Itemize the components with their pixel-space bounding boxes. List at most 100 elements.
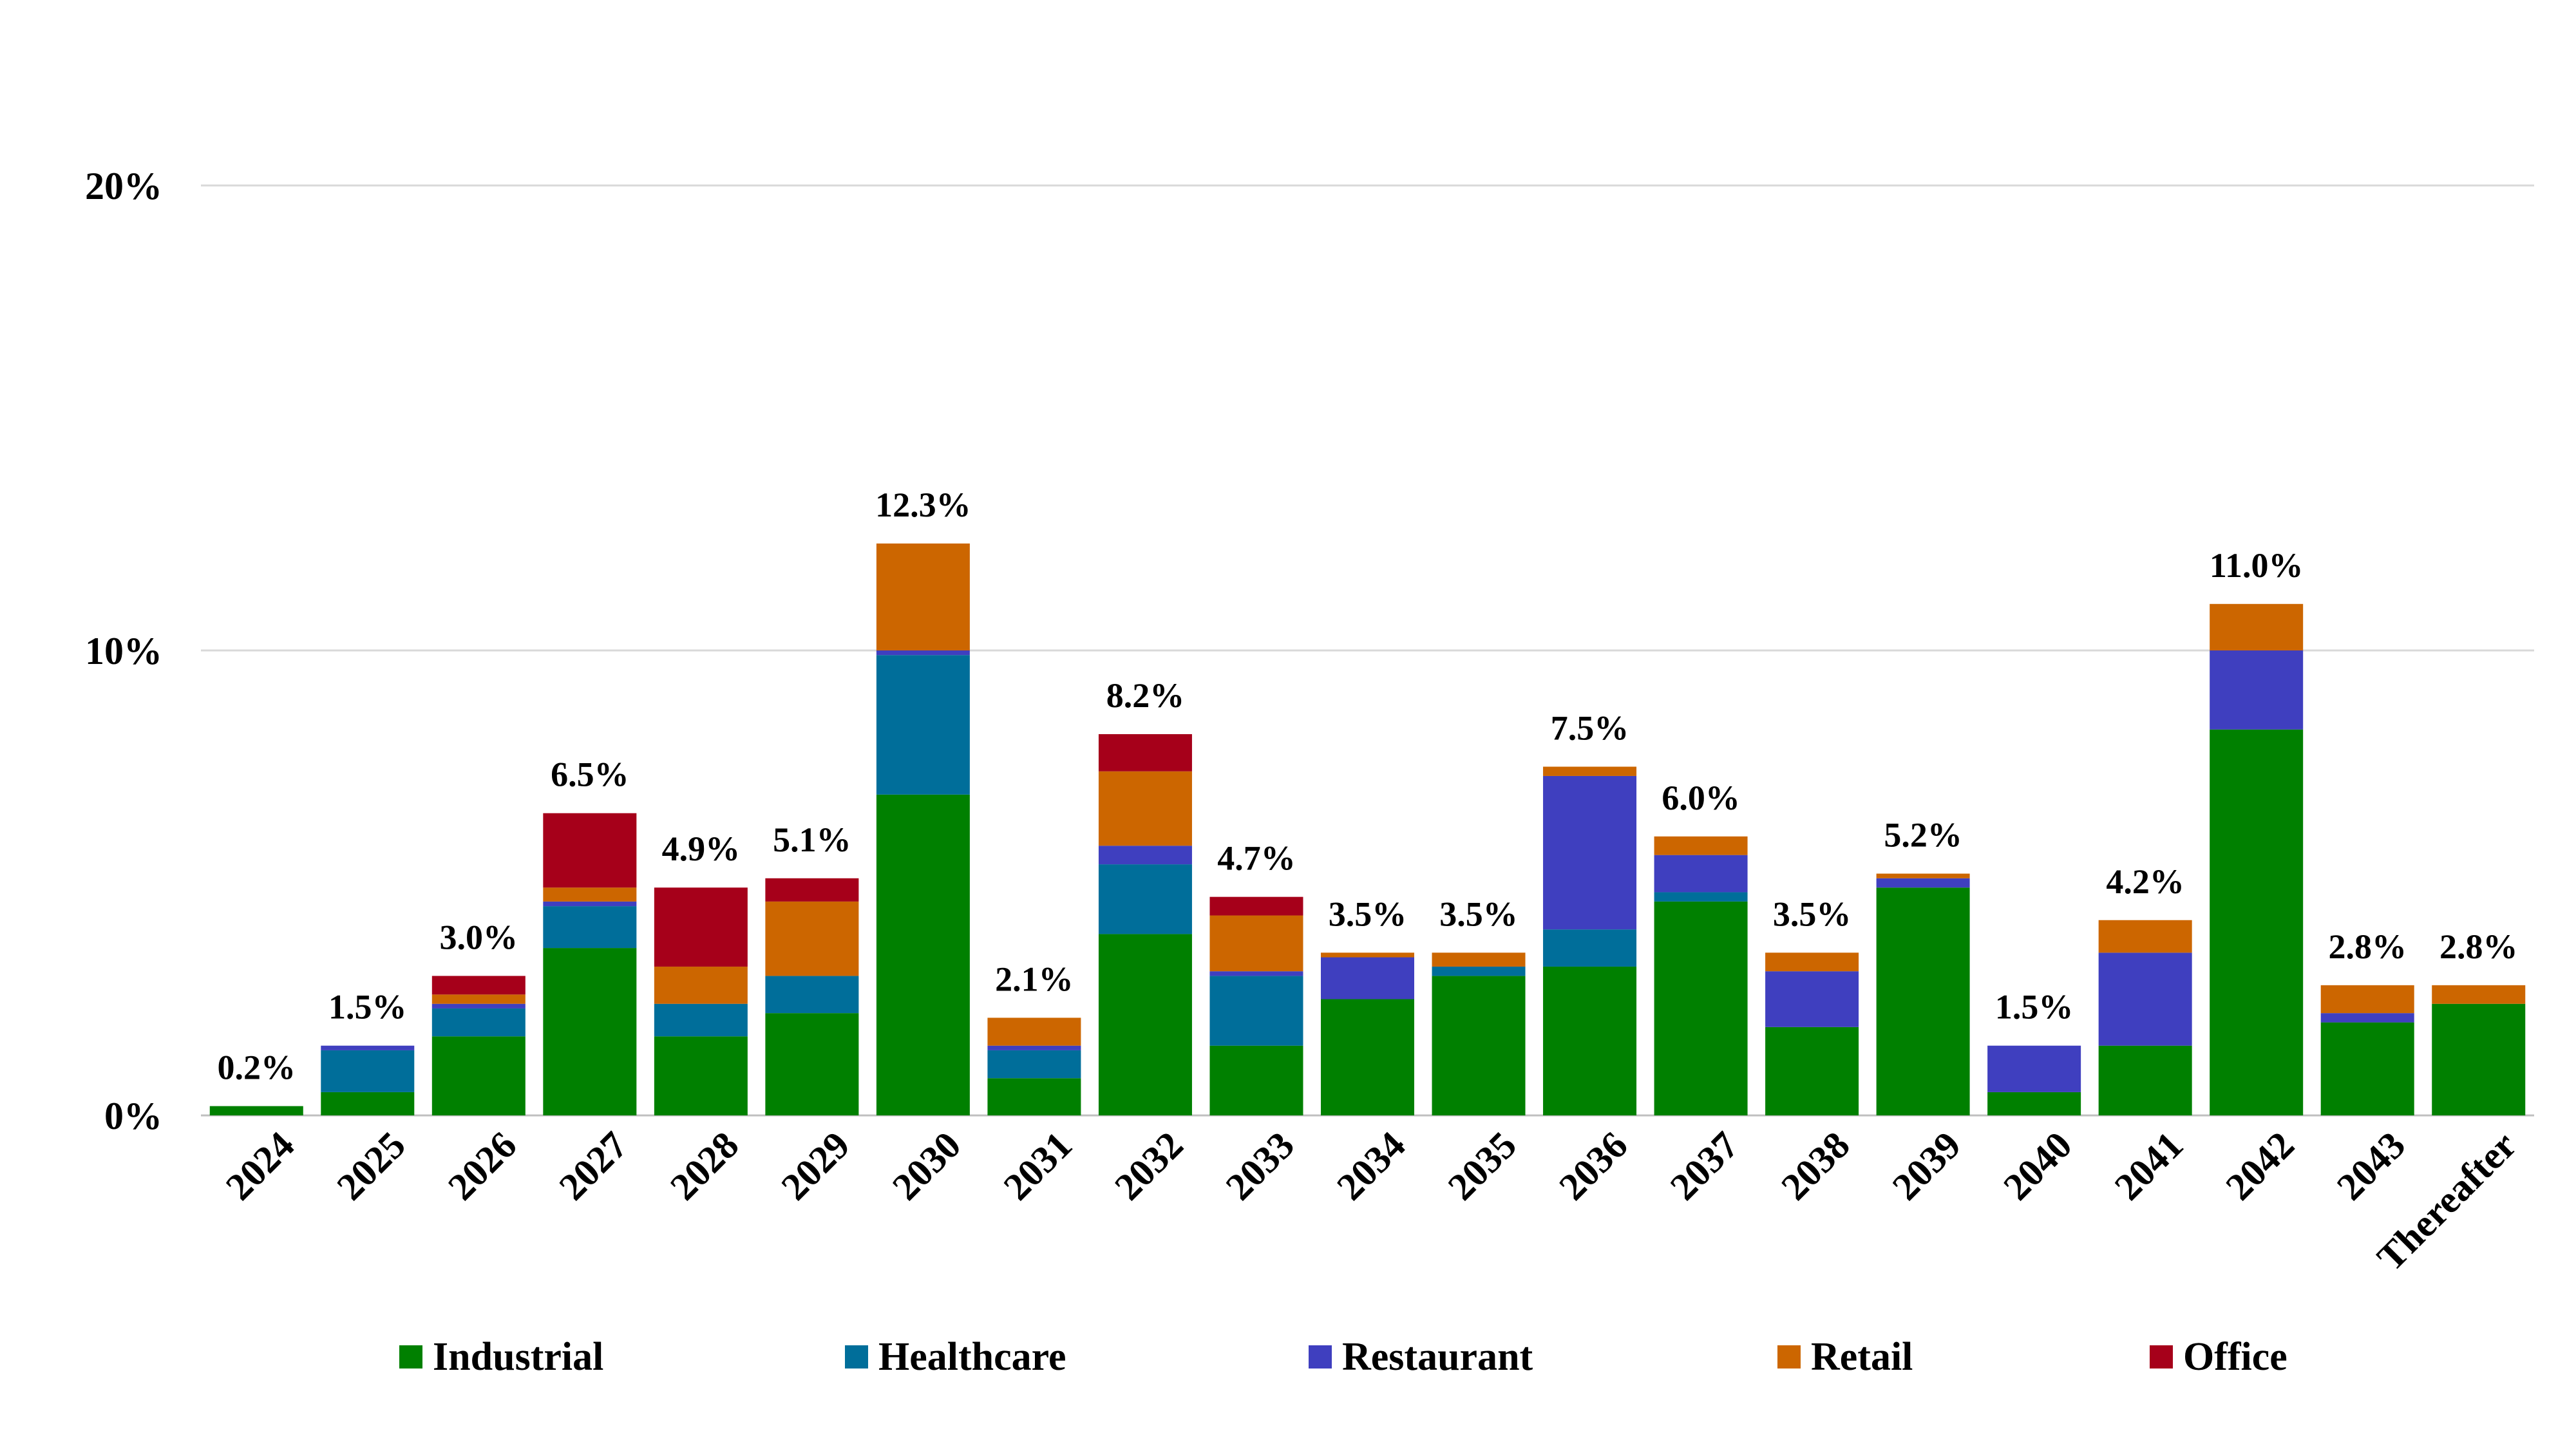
bar-segment-restaurant [431, 1003, 526, 1009]
bar-segment-industrial [543, 948, 637, 1115]
bar-segment-restaurant [543, 901, 637, 907]
bar-segment-healthcare [321, 1050, 415, 1092]
bar-segment-industrial [321, 1092, 415, 1115]
bar-segment-office [654, 887, 748, 967]
bar-segment-restaurant [1876, 878, 1970, 888]
bar-segment-healthcare [654, 1003, 748, 1037]
bar-segment-office [765, 878, 859, 902]
bar-total-label: 11.0% [2210, 546, 2304, 585]
bar-segment-office [431, 976, 526, 995]
bar-segment-retail [1876, 873, 1970, 878]
bar-segment-industrial [209, 1106, 303, 1115]
bar-total-label: 5.1% [773, 820, 851, 859]
x-tick-label: 2036 [1551, 1124, 1636, 1209]
x-tick-label: 2031 [996, 1124, 1081, 1209]
bar-segment-industrial [1654, 901, 1748, 1115]
legend-swatch-healthcare [845, 1345, 868, 1368]
bar-segment-retail [1432, 952, 1526, 967]
legend: Industrial Healthcare Restaurant Retail … [0, 1334, 2576, 1379]
legend-label-restaurant: Restaurant [1342, 1334, 1533, 1379]
bar-total-label: 2.8% [2328, 927, 2407, 966]
x-tick-label: 2043 [2329, 1124, 2414, 1209]
bar-segment-industrial [2098, 1045, 2192, 1115]
x-tick-label: 2039 [1884, 1124, 1969, 1209]
bar-segment-retail [2098, 920, 2192, 953]
x-tick-label: 2028 [662, 1124, 747, 1209]
bar-total-label: 3.5% [1439, 895, 1518, 933]
bar-segment-healthcare [765, 976, 859, 1014]
bar-segment-restaurant [1765, 971, 1859, 1027]
bar-segment-retail [654, 966, 748, 1004]
legend-item-retail: Retail [1777, 1334, 1913, 1379]
bar-segment-office [1209, 896, 1303, 916]
bar-segment-healthcare [1209, 976, 1303, 1046]
x-tick-label: 2025 [328, 1124, 413, 1209]
bar-segment-retail [543, 887, 637, 902]
bar-segment-retail [987, 1018, 1081, 1046]
bar-segment-retail [1209, 915, 1303, 972]
bar-segment-healthcare [1543, 929, 1637, 967]
legend-item-healthcare: Healthcare [845, 1334, 1066, 1379]
bar-segment-restaurant [2320, 1013, 2414, 1023]
x-tick-label: 2032 [1106, 1124, 1191, 1209]
x-tick-label: 2027 [551, 1124, 636, 1209]
bar-total-label: 1.5% [1995, 988, 2074, 1027]
bar-segment-industrial [1209, 1045, 1303, 1115]
bar-total-label: 6.5% [551, 755, 629, 794]
bar-segment-retail [765, 901, 859, 976]
x-tick-label: 2037 [1662, 1124, 1747, 1209]
bar-segment-industrial [1876, 887, 1970, 1115]
bar-segment-industrial [654, 1036, 748, 1115]
bar-segment-retail [2210, 603, 2304, 650]
bar-segment-industrial [1432, 976, 1526, 1115]
bar-segment-restaurant [987, 1045, 1081, 1050]
bar-total-labels: 0.2% 1.5% 3.0% 6.5% 4.9% 5.1% 12.3% 2.1% 8.2% 4.7… [218, 486, 2518, 1087]
bar-segment-retail [2432, 985, 2526, 1004]
bar-segment-restaurant [1543, 775, 1637, 930]
legend-swatch-industrial [399, 1345, 422, 1368]
y-axis-tick-labels: 0% 10% 20% [85, 165, 162, 1137]
y-tick-label: 20% [85, 165, 162, 207]
bar-segment-restaurant [321, 1045, 415, 1050]
bar-segment-industrial [431, 1036, 526, 1115]
bar-total-label: 7.5% [1551, 709, 1629, 748]
bar-segment-healthcare [987, 1050, 1081, 1079]
bar-segment-office [1098, 734, 1192, 772]
legend-item-restaurant: Restaurant [1309, 1334, 1533, 1379]
bars [209, 543, 2526, 1115]
x-axis-tick-labels: 2024 2025 2026 2027 2028 2029 2030 2031 2032 2033… [218, 1124, 2524, 1279]
bar-segment-industrial [1543, 966, 1637, 1115]
bar-segment-healthcare [543, 906, 637, 949]
bar-segment-industrial [1987, 1092, 2081, 1115]
bar-segment-industrial [765, 1013, 859, 1115]
bar-total-label: 1.5% [328, 988, 407, 1027]
bar-segment-retail [1543, 766, 1637, 776]
bar-segment-restaurant [2098, 952, 2192, 1046]
bar-segment-industrial [987, 1078, 1081, 1115]
x-tick-label: 2040 [1995, 1124, 2080, 1209]
legend-label-office: Office [2183, 1334, 2287, 1379]
bar-segment-industrial [2320, 1022, 2414, 1115]
legend-item-industrial: Industrial [399, 1334, 603, 1379]
bar-segment-restaurant [1987, 1045, 2081, 1092]
bar-segment-retail [1098, 771, 1192, 846]
bar-total-label: 3.0% [440, 918, 518, 956]
legend-label-retail: Retail [1811, 1334, 1913, 1379]
bar-segment-retail [876, 543, 970, 650]
x-tick-label: 2033 [1218, 1124, 1303, 1209]
bar-total-label: 2.1% [995, 960, 1074, 998]
bar-segment-retail [1321, 952, 1414, 958]
bar-segment-industrial [2210, 729, 2304, 1115]
bar-segment-retail [431, 994, 526, 1004]
y-tick-label: 0% [104, 1095, 162, 1137]
bar-total-label: 4.2% [2106, 862, 2184, 901]
bar-segment-restaurant [1098, 846, 1192, 865]
x-tick-label: 2041 [2107, 1124, 2192, 1209]
x-tick-label: 2029 [773, 1124, 858, 1209]
bar-segment-industrial [1765, 1027, 1859, 1115]
bar-segment-restaurant [1209, 971, 1303, 976]
bar-segment-retail [1654, 836, 1748, 855]
legend-item-office: Office [2150, 1334, 2287, 1379]
bar-total-label: 12.3% [875, 486, 971, 524]
